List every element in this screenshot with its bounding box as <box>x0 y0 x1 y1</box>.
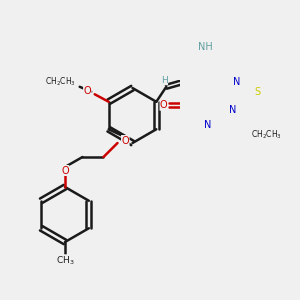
Text: O: O <box>160 100 168 110</box>
Text: CH$_2$CH$_3$: CH$_2$CH$_3$ <box>251 128 282 140</box>
Text: N: N <box>229 105 236 115</box>
Text: N: N <box>233 77 241 87</box>
Text: O: O <box>122 136 129 146</box>
Text: O: O <box>84 86 91 96</box>
Text: S: S <box>255 87 261 97</box>
Text: H: H <box>161 76 168 85</box>
Text: N: N <box>204 120 212 130</box>
Text: NH: NH <box>198 42 213 52</box>
Text: CH$_3$: CH$_3$ <box>56 255 74 267</box>
Text: CH$_2$CH$_3$: CH$_2$CH$_3$ <box>45 76 76 88</box>
Text: O: O <box>61 166 69 176</box>
